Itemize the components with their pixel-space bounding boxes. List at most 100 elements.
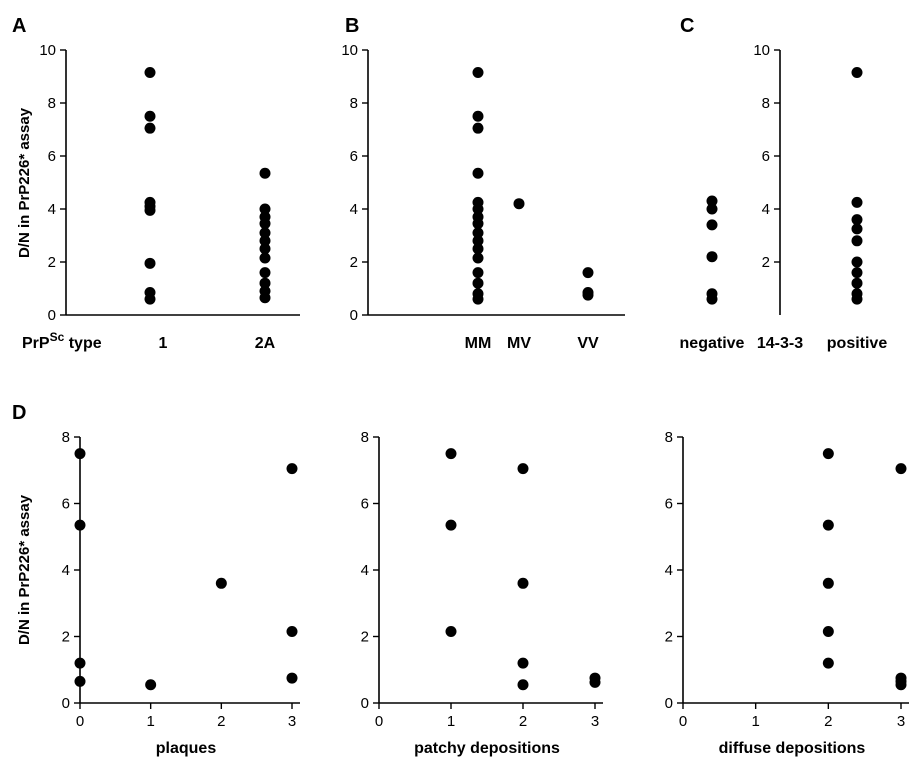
data-point: [706, 251, 718, 263]
data-point: [74, 675, 86, 687]
data-point: [851, 293, 863, 305]
data-point: [851, 235, 863, 247]
panel-c: C 2 4 6 8 10 negative positive: [680, 15, 888, 352]
y-tick-label: 4: [665, 562, 673, 579]
data-point: [851, 256, 863, 268]
category-label: MV: [507, 335, 531, 352]
data-point: [706, 219, 718, 231]
data-point: [822, 577, 834, 589]
y-tick-label: 8: [361, 429, 369, 446]
x-axis-title: PrPSc type: [22, 330, 102, 352]
data-point: [144, 293, 156, 305]
data-point: [822, 626, 834, 638]
data-point: [472, 267, 484, 279]
data-point: [517, 463, 529, 475]
panel-d2: 0 2 4 6 8 0 1 2 3 patchy depositions: [361, 429, 603, 757]
data-point: [472, 243, 484, 255]
data-point: [215, 577, 227, 589]
data-point: [144, 204, 156, 216]
data-point: [472, 277, 484, 289]
y-axis-label: D/N in PrP226* assay: [16, 107, 33, 258]
data-point: [445, 519, 457, 531]
x-axis-title-superscript: Sc: [50, 330, 65, 344]
data-point: [144, 122, 156, 134]
data-point: [259, 235, 271, 247]
data-point: [589, 676, 601, 688]
data-point: [517, 657, 529, 669]
panel-letter: C: [680, 15, 694, 37]
y-tick-label: 8: [350, 95, 358, 112]
y-tick-label: 6: [361, 496, 369, 513]
y-tick-label: 2: [361, 629, 369, 646]
data-point: [582, 267, 594, 279]
x-axis-label: plaques: [156, 740, 217, 757]
y-tick-label: 6: [762, 148, 770, 165]
y-tick-label: 10: [39, 42, 56, 59]
data-point: [259, 277, 271, 289]
y-tick-label: 6: [665, 496, 673, 513]
y-tick-label: 4: [48, 201, 56, 218]
panel-d1: D D/N in PrP226* assay 0 2 4 6 8 0 1 2 3 plaques: [12, 402, 300, 757]
data-point: [706, 293, 718, 305]
x-axis-title-main: PrP: [22, 335, 50, 352]
y-tick-label: 0: [361, 695, 369, 712]
data-point: [472, 203, 484, 215]
data-point: [851, 277, 863, 289]
data-point: [259, 292, 271, 304]
data-point: [472, 293, 484, 305]
x-middle-label: 14-3-3: [757, 335, 803, 352]
data-point: [144, 257, 156, 269]
data-point: [472, 227, 484, 239]
y-tick-label: 6: [62, 496, 70, 513]
data-point: [259, 218, 271, 230]
y-tick-label: 2: [762, 254, 770, 271]
panel-a: A 0 2 4 6 8 10 1 2A: [12, 15, 300, 352]
data-point: [145, 679, 157, 691]
x-tick-label: 1: [146, 713, 154, 730]
data-point: [472, 218, 484, 230]
y-tick-label: 2: [665, 629, 673, 646]
data-point: [851, 214, 863, 226]
panel-letter: B: [345, 15, 359, 37]
data-point: [259, 203, 271, 215]
data-point: [513, 198, 525, 210]
category-label: MM: [465, 335, 492, 352]
x-tick-label: 3: [591, 713, 599, 730]
y-tick-label: 4: [62, 562, 70, 579]
data-point: [472, 167, 484, 179]
y-tick-label: 8: [762, 95, 770, 112]
x-tick-label: 2: [519, 713, 527, 730]
data-point: [472, 122, 484, 134]
y-tick-label: 2: [48, 254, 56, 271]
x-tick-label: 1: [447, 713, 455, 730]
y-tick-label: 2: [62, 629, 70, 646]
x-tick-label: 0: [76, 713, 84, 730]
y-tick-label: 6: [350, 148, 358, 165]
data-point: [259, 227, 271, 239]
data-point: [517, 679, 529, 691]
data-point: [472, 110, 484, 122]
data-point: [74, 657, 86, 669]
data-point: [582, 289, 594, 301]
data-point: [445, 448, 457, 460]
category-label: VV: [577, 335, 599, 352]
x-axis-label: patchy depositions: [414, 740, 560, 757]
y-tick-label: 8: [48, 95, 56, 112]
data-point: [74, 519, 86, 531]
y-tick-label: 10: [341, 42, 358, 59]
data-point: [259, 167, 271, 179]
data-point: [895, 463, 907, 475]
data-point: [259, 243, 271, 255]
x-tick-label: 2: [824, 713, 832, 730]
y-axis-label: D/N in PrP226* assay: [16, 494, 33, 645]
x-tick-label: 2: [217, 713, 225, 730]
panel-d3: 0 2 4 6 8 0 1 2 3 diffuse depositions: [665, 429, 909, 757]
data-point: [851, 196, 863, 208]
y-tick-label: 4: [762, 201, 770, 218]
category-label: 2A: [255, 335, 276, 352]
data-point: [895, 679, 907, 691]
data-point: [706, 203, 718, 215]
data-point: [445, 626, 457, 638]
data-point: [472, 252, 484, 264]
